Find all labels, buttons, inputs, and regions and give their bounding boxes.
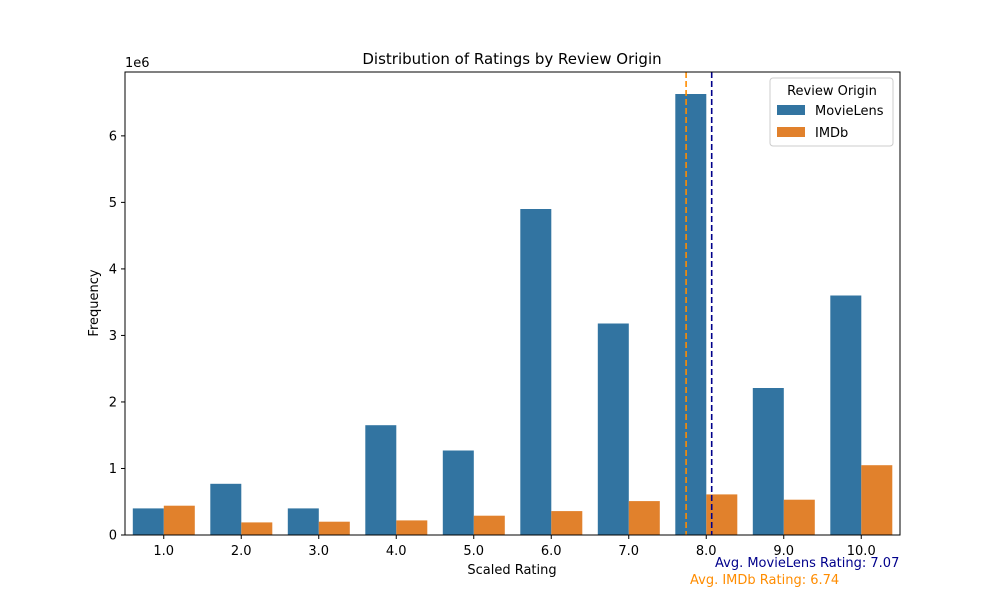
plot-frame bbox=[124, 71, 901, 536]
reference-lines-layer bbox=[685, 72, 713, 535]
bar-movielens-4.0 bbox=[365, 425, 397, 535]
chart-title: Distribution of Ratings by Review Origin bbox=[362, 50, 661, 68]
bar-imdb-1.0 bbox=[163, 505, 195, 535]
annotation-avg-movielens: Avg. MovieLens Rating: 7.07 bbox=[715, 556, 899, 571]
bar-movielens-9.0 bbox=[752, 388, 784, 535]
x-axis-label: Scaled Rating bbox=[467, 563, 556, 578]
y-tick-label: 4 bbox=[109, 262, 117, 277]
x-tick-label: 7.0 bbox=[618, 544, 639, 559]
x-ticks: 1.0 2.0 3.0 4.0 5.0 6.0 7.0 8.0 9.0 10.0 bbox=[153, 535, 876, 559]
bar-movielens-3.0 bbox=[287, 508, 319, 535]
y-tick-label: 0 bbox=[109, 529, 117, 544]
y-scale-label: 1e6 bbox=[125, 56, 150, 71]
legend-label-imdb: IMDb bbox=[815, 126, 848, 141]
bar-imdb-7.0 bbox=[628, 501, 660, 535]
bar-imdb-10.0 bbox=[861, 465, 893, 535]
y-tick-label: 1 bbox=[109, 462, 117, 477]
x-tick-label: 3.0 bbox=[308, 544, 329, 559]
x-tick-label: 6.0 bbox=[541, 544, 562, 559]
bar-movielens-10.0 bbox=[830, 295, 862, 535]
x-tick-label: 1.0 bbox=[153, 544, 174, 559]
bar-movielens-7.0 bbox=[597, 323, 629, 535]
legend-swatch-imdb bbox=[777, 127, 805, 137]
annotation-avg-imdb: Avg. IMDb Rating: 6.74 bbox=[690, 573, 839, 588]
y-tick-label: 5 bbox=[109, 196, 117, 211]
bar-imdb-6.0 bbox=[551, 511, 583, 535]
bar-imdb-3.0 bbox=[318, 521, 350, 535]
bar-movielens-1.0 bbox=[132, 508, 164, 535]
y-tick-label: 6 bbox=[109, 129, 117, 144]
x-tick-label: 8.0 bbox=[696, 544, 717, 559]
x-tick-label: 4.0 bbox=[386, 544, 407, 559]
bar-imdb-9.0 bbox=[783, 499, 815, 535]
bars-layer bbox=[132, 94, 893, 535]
x-tick-label: 9.0 bbox=[773, 544, 794, 559]
legend-title: Review Origin bbox=[787, 84, 877, 99]
bar-imdb-2.0 bbox=[241, 522, 273, 535]
x-tick-label: 5.0 bbox=[463, 544, 484, 559]
bar-movielens-6.0 bbox=[520, 209, 552, 535]
bar-movielens-5.0 bbox=[442, 450, 474, 535]
bar-imdb-5.0 bbox=[473, 515, 505, 535]
y-axis-label: Frequency bbox=[87, 269, 102, 336]
y-tick-label: 3 bbox=[109, 329, 117, 344]
x-tick-label: 10.0 bbox=[847, 544, 876, 559]
bar-movielens-2.0 bbox=[210, 483, 242, 535]
bar-movielens-8.0 bbox=[675, 94, 707, 535]
y-ticks: 0 1 2 3 4 5 6 bbox=[109, 129, 125, 544]
legend-swatch-movielens bbox=[777, 105, 805, 115]
legend: Review Origin MovieLens IMDb bbox=[769, 77, 894, 147]
legend-label-movielens: MovieLens bbox=[815, 104, 884, 119]
y-tick-label: 2 bbox=[109, 395, 117, 410]
bar-imdb-4.0 bbox=[396, 520, 428, 535]
x-tick-label: 2.0 bbox=[231, 544, 252, 559]
